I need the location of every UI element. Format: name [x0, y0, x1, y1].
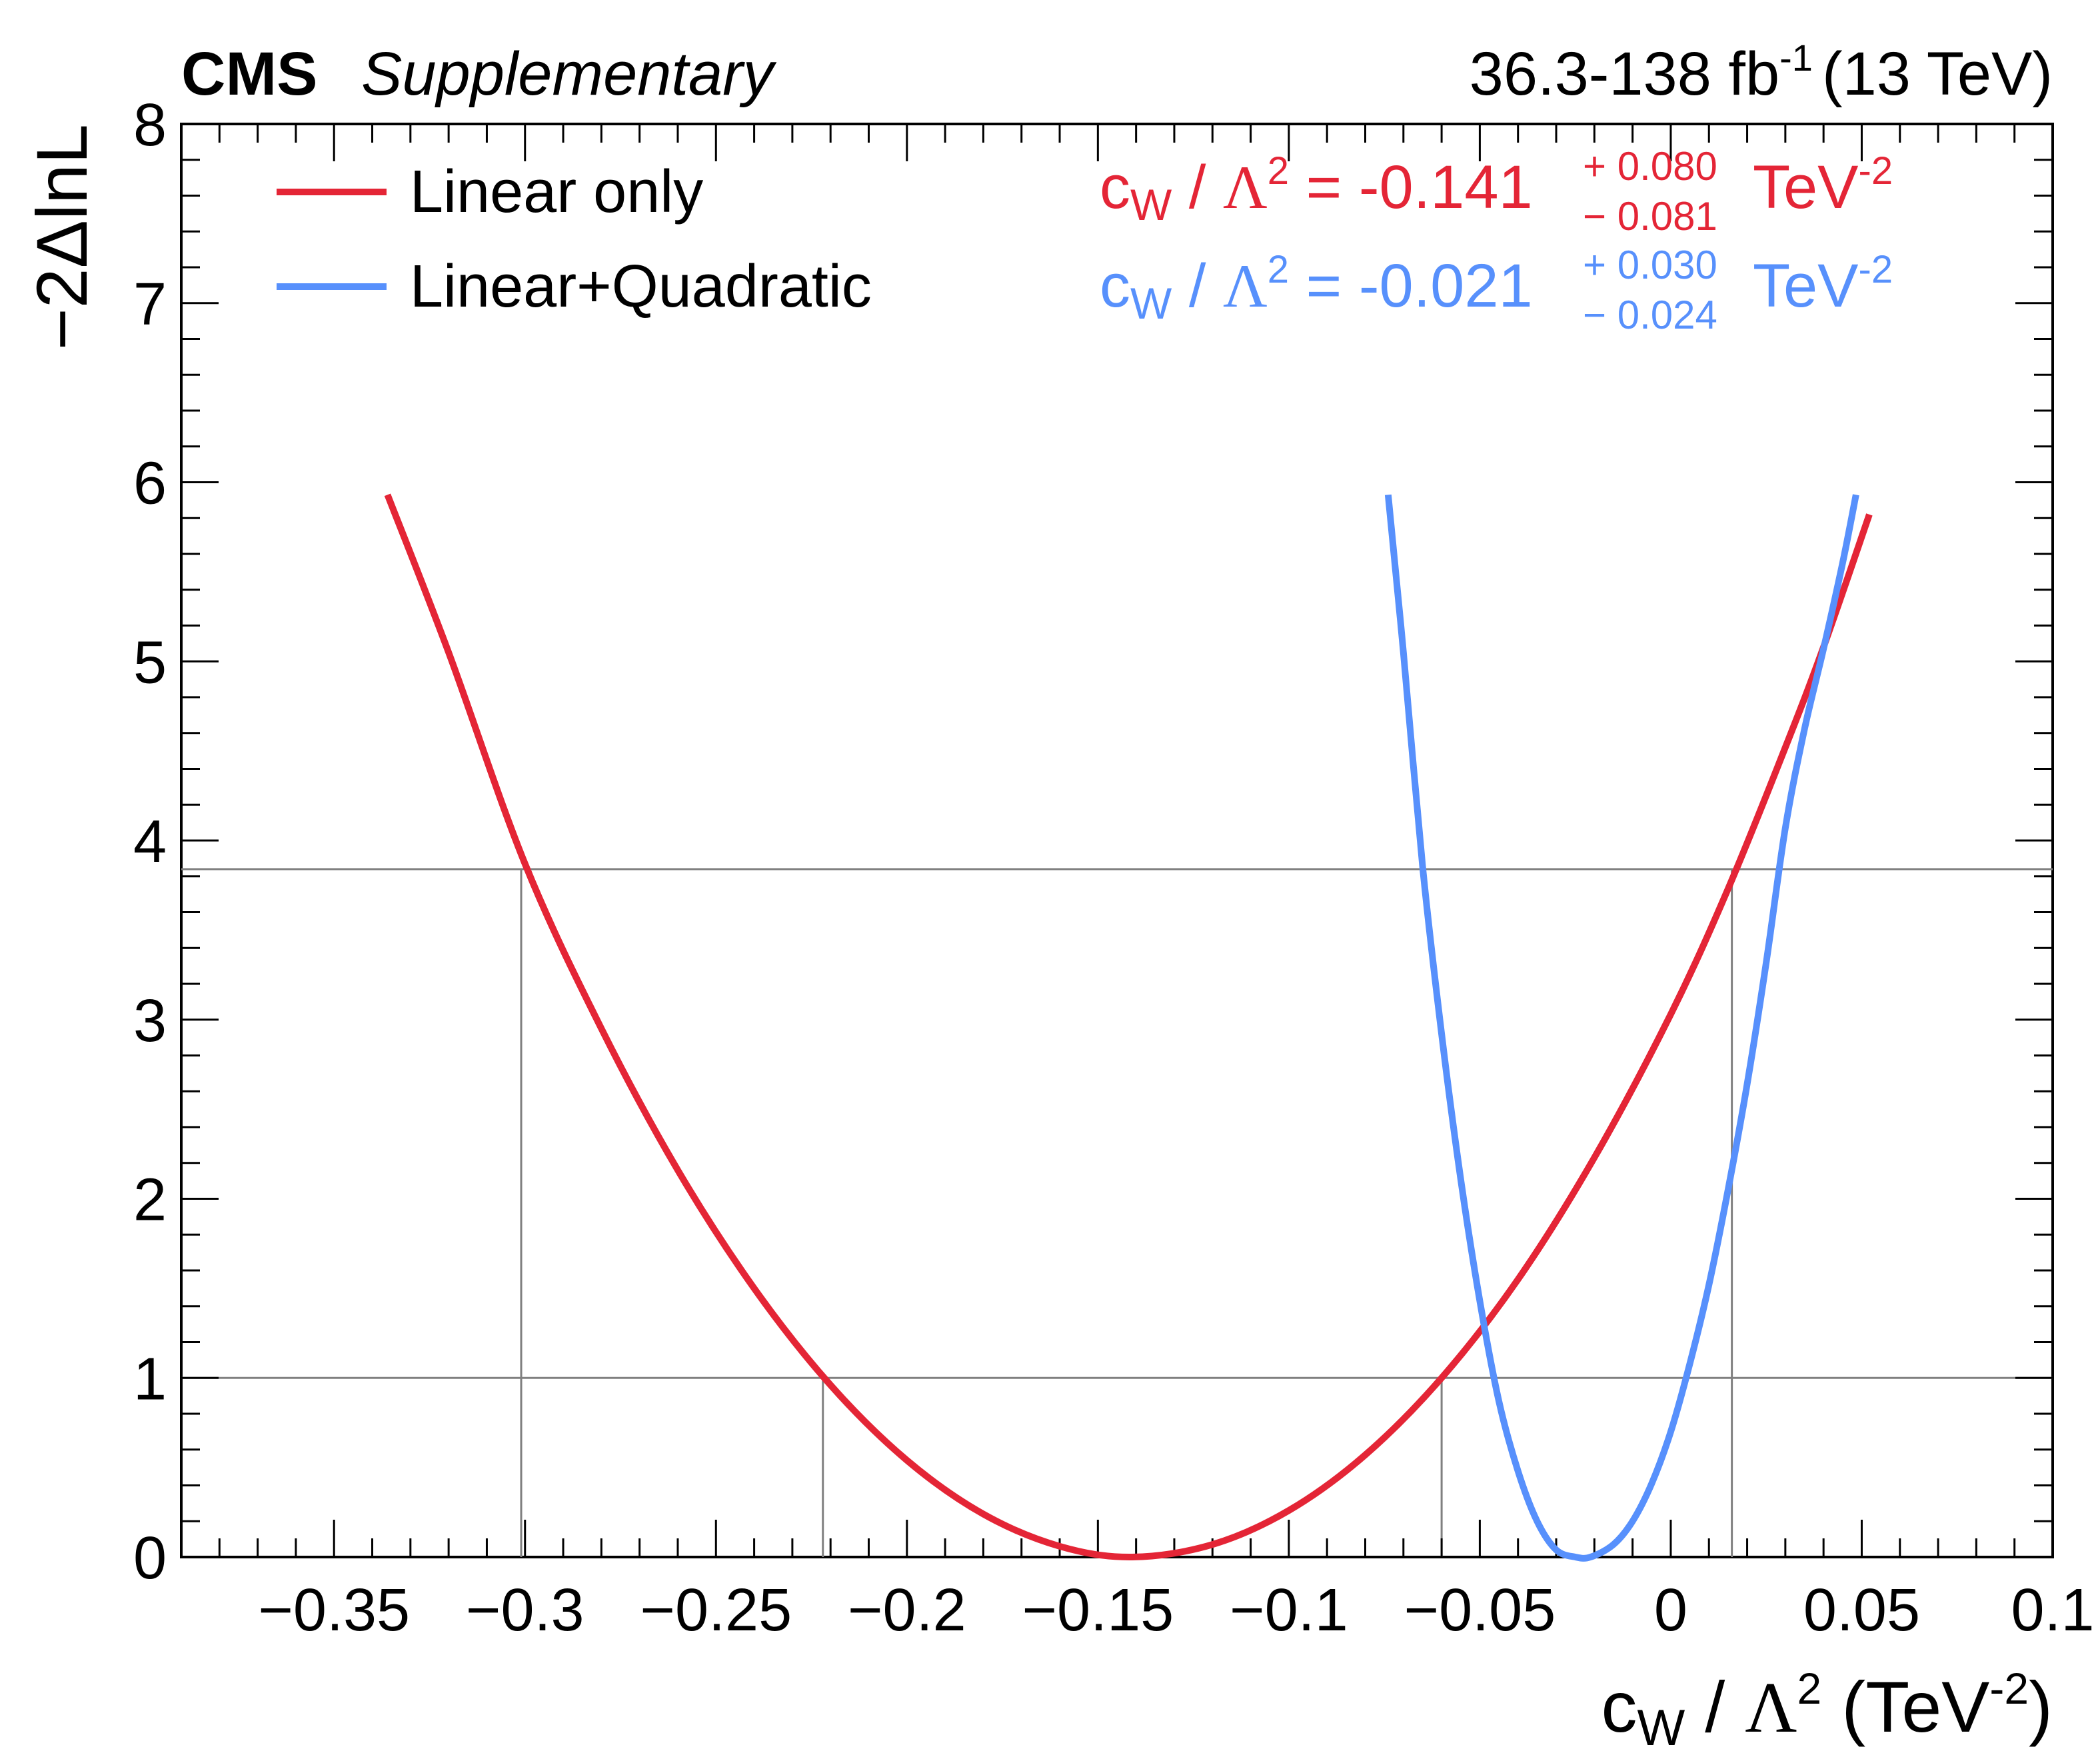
result-quadratic-unit: TeV-2 [1753, 248, 1893, 320]
x-tick-label: −0.1 [1230, 1577, 1348, 1644]
y-tick-label: 2 [133, 1167, 167, 1234]
x-tick-label: −0.15 [1022, 1577, 1174, 1644]
x-tick-label: 0.1 [2011, 1577, 2094, 1644]
result-quadratic-up: + 0.030 [1583, 243, 1717, 287]
y-tick-label: 8 [133, 92, 167, 159]
reference-lines [181, 868, 2053, 1557]
x-tick-label: −0.05 [1404, 1577, 1556, 1644]
result-quadratic-main: cW / Λ2 = -0.021 [1100, 248, 1533, 328]
x-tick-label: −0.35 [258, 1577, 410, 1644]
x-tick-label: −0.2 [848, 1577, 966, 1644]
energy-label: (13 TeV) [1822, 40, 2053, 108]
x-tick-label: 0 [1654, 1577, 1687, 1644]
x-tick-label: −0.3 [466, 1577, 584, 1644]
result-linear-up: + 0.080 [1583, 144, 1717, 189]
cms-label: CMS [181, 40, 317, 108]
supplementary-label: Supplementary [361, 40, 777, 108]
result-quadratic-down: − 0.024 [1583, 293, 1717, 337]
y-axis-title: −2ΔlnL [21, 124, 102, 350]
y-tick-label: 5 [133, 629, 167, 696]
lumi-exponent: -1 [1779, 37, 1813, 79]
y-tick-label: 0 [133, 1525, 167, 1592]
legend-label-linear: Linear only [410, 159, 703, 225]
lumi-energy-label: 36.3-138 fb-1 (13 TeV) [1470, 37, 2053, 108]
lumi-value: 36.3-138 fb [1470, 40, 1779, 108]
legend: Linear only Linear+Quadratic [277, 159, 872, 320]
x-tick-label: 0.05 [1803, 1577, 1920, 1644]
x-axis-ticks: −0.35 −0.3 −0.25 −0.2 −0.15 −0.1 −0.05 0 0.05 0.1 [180, 124, 2095, 1644]
y-tick-label: 1 [133, 1346, 167, 1412]
curves [384, 493, 1873, 1562]
result-linear-down: − 0.081 [1583, 194, 1717, 239]
x-axis-title: cW / Λ2 (TeV-2) [1601, 1664, 2053, 1756]
plot-frame [180, 123, 2054, 1558]
y-tick-label: 3 [133, 988, 167, 1054]
y-tick-label: 4 [133, 809, 167, 875]
result-linear-main: cW / Λ2 = -0.141 [1100, 149, 1533, 229]
y-axis-ticks: 0 1 2 3 4 5 6 7 8 [133, 92, 2053, 1592]
curve-linear-quadratic [1384, 494, 1859, 1562]
result-quadratic: cW / Λ2 = -0.021 + 0.030 − 0.024 TeV-2 [1100, 243, 1893, 337]
legend-label-quadratic: Linear+Quadratic [410, 253, 872, 320]
result-linear-unit: TeV-2 [1753, 149, 1893, 221]
x-tick-label: −0.25 [640, 1577, 792, 1644]
y-tick-label: 6 [133, 451, 167, 517]
result-linear: cW / Λ2 = -0.141 + 0.080 − 0.081 TeV-2 [1100, 144, 1893, 239]
curve-linear-only [384, 493, 1873, 1561]
y-tick-label: 7 [133, 271, 167, 338]
